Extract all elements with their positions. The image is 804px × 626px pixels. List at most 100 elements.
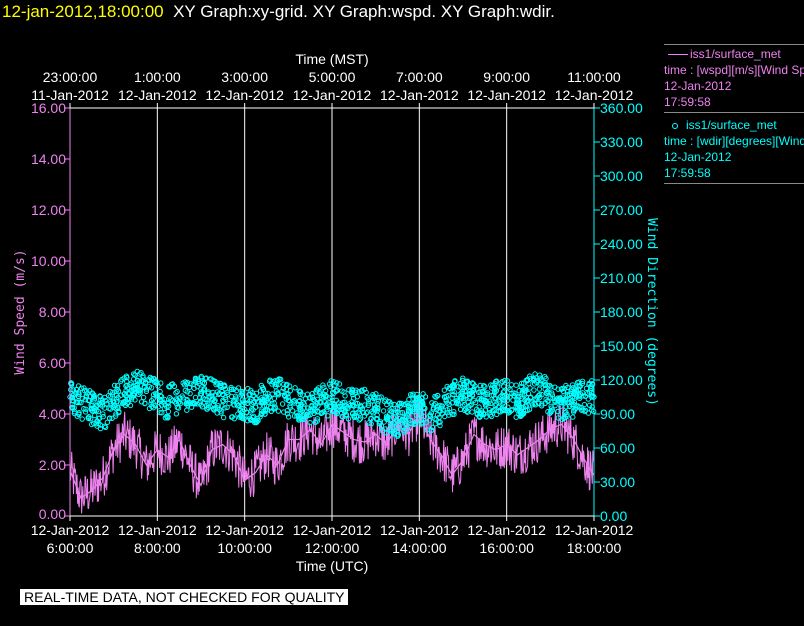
wind-direction-texture-point (189, 400, 195, 407)
wind-direction-texture-point (492, 386, 498, 393)
wind-direction-texture-point (104, 419, 111, 425)
wind-direction-point (536, 386, 543, 392)
wind-direction-texture-point (500, 397, 507, 403)
wind-direction-texture-point (356, 417, 362, 423)
wind-direction-texture-point (157, 392, 164, 399)
wind-direction-texture-point (85, 415, 91, 421)
wind-direction-texture-point (157, 409, 163, 416)
wind-direction-texture-point (334, 387, 340, 393)
wind-direction-texture-point (464, 409, 471, 415)
top-tick-time-label: 23:00:00 (43, 69, 98, 85)
wind-direction-texture-point (351, 414, 357, 420)
wind-direction-texture-point (296, 388, 302, 394)
wind-direction-texture-point (481, 383, 487, 389)
wind-direction-texture-point (559, 416, 565, 423)
wind-direction-texture-point (466, 391, 472, 397)
wind-direction-texture-point (198, 402, 204, 408)
wind-direction-point (547, 395, 553, 401)
left-tick-label: 14.00 (31, 151, 66, 167)
wind-direction-texture-point (254, 419, 260, 425)
wind-direction-point (165, 400, 172, 406)
wind-direction-texture-point (560, 388, 566, 394)
wind-direction-texture-point (114, 386, 121, 392)
wind-direction-texture-point (334, 410, 340, 417)
wind-direction-texture-point (159, 410, 165, 416)
line-swatch-icon (668, 54, 688, 56)
wind-direction-texture-point (469, 409, 475, 415)
wind-direction-texture-point (228, 386, 235, 393)
wind-direction-texture-point (237, 408, 243, 414)
wind-direction-point (285, 397, 291, 404)
wind-direction-texture-point (275, 390, 281, 396)
wind-direction-point (514, 400, 521, 406)
wind-direction-texture-point (287, 404, 293, 411)
bottom-tick-time-label: 10:00:00 (217, 540, 272, 556)
wind-direction-texture-point (396, 400, 403, 406)
wind-direction-texture-point (410, 391, 416, 397)
bottom-tick-date-label: 12-Jan-2012 (118, 522, 197, 538)
top-tick-date-label: 12-Jan-2012 (555, 87, 634, 103)
wind-direction-texture-point (457, 406, 464, 413)
wind-direction-texture-point (81, 385, 87, 391)
wind-direction-texture-point (360, 409, 366, 416)
wind-direction-point (252, 404, 259, 410)
wind-direction-texture-point (378, 394, 384, 400)
wind-direction-texture-point (94, 423, 100, 429)
left-tick-label: 4.00 (39, 406, 66, 422)
wind-direction-texture-point (297, 398, 303, 404)
wind-direction-texture-point (294, 413, 300, 419)
wind-direction-texture-point (450, 391, 456, 398)
wind-direction-texture-point (493, 378, 500, 384)
wind-direction-point (154, 393, 161, 399)
wind-direction-texture-point (513, 414, 519, 420)
wind-direction-point (383, 413, 390, 419)
wind-direction-texture-point (232, 393, 239, 399)
wind-direction-texture-point (555, 408, 561, 415)
wind-direction-point (482, 400, 488, 406)
wind-direction-texture-point (324, 404, 330, 410)
wind-direction-texture-point (539, 403, 545, 409)
top-tick-time-label: 3:00:00 (221, 69, 268, 85)
wind-direction-texture-point (491, 407, 497, 414)
legend: iss1/surface_met time : [wspd][m/s][Wind… (664, 44, 804, 194)
bottom-tick-time-label: 16:00:00 (479, 540, 534, 556)
wind-direction-texture-point (497, 393, 504, 400)
wind-direction-texture-point (235, 385, 242, 391)
wind-direction-texture-point (527, 373, 533, 379)
wind-direction-texture-point (314, 416, 321, 422)
wind-direction-texture-point (257, 414, 263, 420)
wind-direction-texture-point (501, 383, 507, 389)
title-bar: 12-jan-2012,18:00:00 XY Graph:xy-grid. X… (0, 0, 660, 26)
wind-direction-texture-point (401, 424, 407, 430)
top-tick-date-label: 11-Jan-2012 (31, 87, 109, 103)
wind-direction-texture-point (216, 406, 223, 413)
wind-direction-texture-point (97, 393, 103, 399)
wind-direction-texture-point (303, 413, 310, 420)
wind-direction-texture-point (573, 393, 580, 399)
wind-direction-texture-point (579, 407, 585, 413)
bottom-tick-date-label: 12-Jan-2012 (205, 522, 284, 538)
wind-direction-texture-point (148, 385, 155, 391)
bottom-tick-date-label: 12-Jan-2012 (293, 522, 372, 538)
wind-direction-texture-point (359, 387, 365, 393)
wind-direction-texture-point (348, 389, 354, 395)
wind-direction-texture-point (421, 404, 427, 411)
wind-direction-texture-point (527, 385, 533, 391)
wind-direction-texture-point (576, 383, 583, 389)
wind-direction-texture-point (168, 396, 174, 402)
wind-direction-texture-point (363, 410, 370, 416)
wind-direction-texture-point (230, 398, 237, 404)
wind-direction-point (187, 390, 193, 397)
wind-direction-texture-point (127, 402, 134, 409)
wind-direction-texture-point (380, 408, 387, 414)
wind-direction-texture-point (399, 416, 405, 423)
wind-direction-texture-point (328, 383, 334, 390)
wind-direction-texture-point (482, 384, 488, 390)
wind-direction-texture-point (130, 392, 137, 399)
bottom-tick-time-label: 12:00:00 (305, 540, 360, 556)
wind-direction-point (329, 394, 335, 400)
wind-direction-texture-point (478, 397, 484, 403)
wind-direction-texture-point (275, 408, 282, 414)
wind-direction-texture-point (498, 380, 504, 386)
wind-direction-texture-point (527, 395, 534, 401)
